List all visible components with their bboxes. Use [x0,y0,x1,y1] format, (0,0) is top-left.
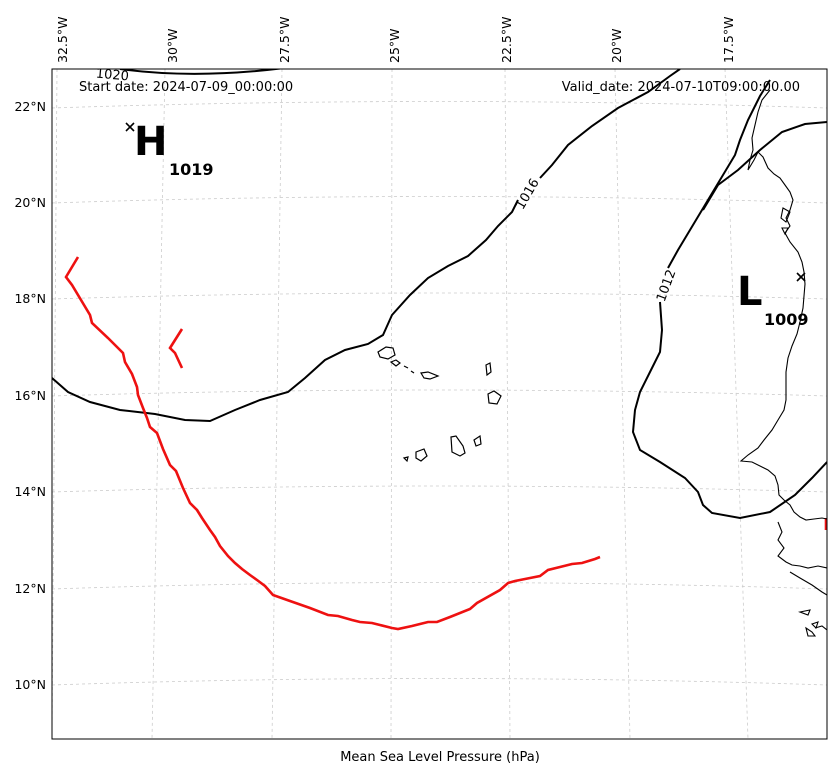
lon-tick-27-5w: 27.5°W [277,17,292,63]
lat-tick-20n: 20°N [14,195,46,210]
isobar-1016 [52,69,681,423]
low-pressure-center: L 1009 [737,269,809,329]
lon-tick-22-5w: 22.5°W [499,17,514,63]
lat-tick-16n: 16°N [14,388,46,403]
high-pressure-center: H 1019 [125,119,214,179]
lat-tick-10n: 10°N [14,677,46,692]
isobar-1012-east [702,121,827,211]
african-coastline [739,89,827,521]
low-symbol: L [737,269,763,315]
lat-tick-18n: 18°N [14,291,46,306]
high-symbol: H [134,119,167,165]
lat-tick-22n: 22°N [14,99,46,114]
high-value: 1019 [169,160,214,179]
cape-verde-islands [377,346,502,463]
lon-tick-32-5w: 32.5°W [55,17,70,63]
isobar-1012 [631,79,827,520]
lon-tick-20w: 20°W [609,28,624,63]
high-center-cross-icon [125,122,135,132]
valid-date-label: Valid_date: 2024-07-10T09:00:00.00 [562,80,800,95]
latitude-ticks: 22°N 20°N 18°N 16°N 14°N 12°N 10°N [14,99,46,692]
african-coastline-south [777,521,827,637]
lat-tick-12n: 12°N [14,581,46,596]
longitude-ticks: 32.5°W 30°W 27.5°W 25°W 22.5°W 20°W 17.5… [55,17,736,63]
start-date-label: Start date: 2024-07-09_00:00:00 [79,80,293,95]
coastal-islands [780,207,791,236]
low-value: 1009 [764,310,809,329]
lat-tick-14n: 14°N [14,484,46,499]
low-center-cross-icon [796,272,806,282]
storm-track [64,256,601,631]
footer-label: Mean Sea Level Pressure (hPa) [340,750,540,765]
lon-tick-30w: 30°W [165,28,180,63]
contour-label-1020: 1020 [95,67,129,85]
map-area [52,69,827,739]
lon-tick-17-5w: 17.5°W [721,17,736,63]
map-frame [51,68,828,740]
storm-track-fragment [168,328,184,369]
isobar-1020 [119,69,285,75]
lon-tick-25w: 25°W [387,28,402,63]
